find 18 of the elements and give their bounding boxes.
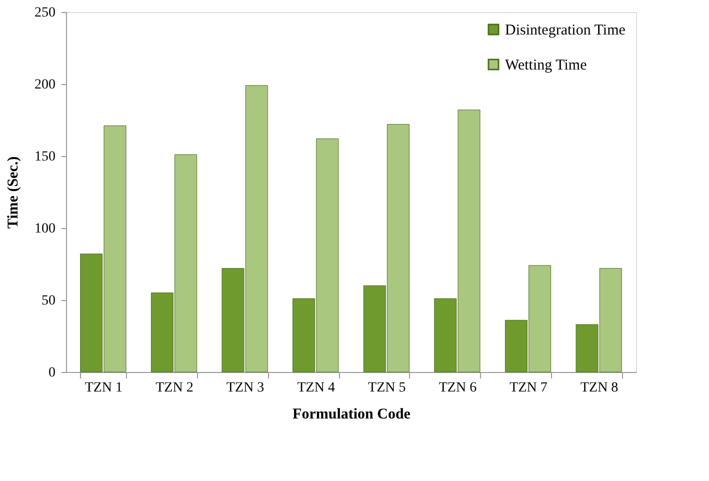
y-tick-label: 0 [48, 366, 56, 380]
x-tick-label: TZN 2 [156, 380, 194, 396]
legend-label: Disintegration Time [505, 22, 626, 38]
y-tick-label: 150 [34, 150, 56, 164]
x-tick-label: TZN 1 [84, 380, 123, 396]
x-tick-label: TZN 5 [368, 380, 406, 396]
x-tick-label: TZN 7 [510, 380, 548, 396]
x-axis-title: Formulation Code [292, 406, 411, 422]
y-tick-label: 200 [34, 78, 56, 92]
y-tick-label: 250 [34, 6, 56, 20]
y-tick-label: 100 [34, 222, 56, 236]
x-tick-label: TZN 6 [438, 380, 477, 396]
x-tick-label: TZN 8 [580, 380, 618, 396]
y-axis-title: Time (Sec.) [6, 156, 22, 229]
x-tick-label: TZN 3 [226, 380, 264, 396]
legend-label: Wetting Time [505, 58, 588, 74]
x-tick-label: TZN 4 [297, 380, 335, 396]
y-tick-label: 50 [42, 294, 56, 308]
